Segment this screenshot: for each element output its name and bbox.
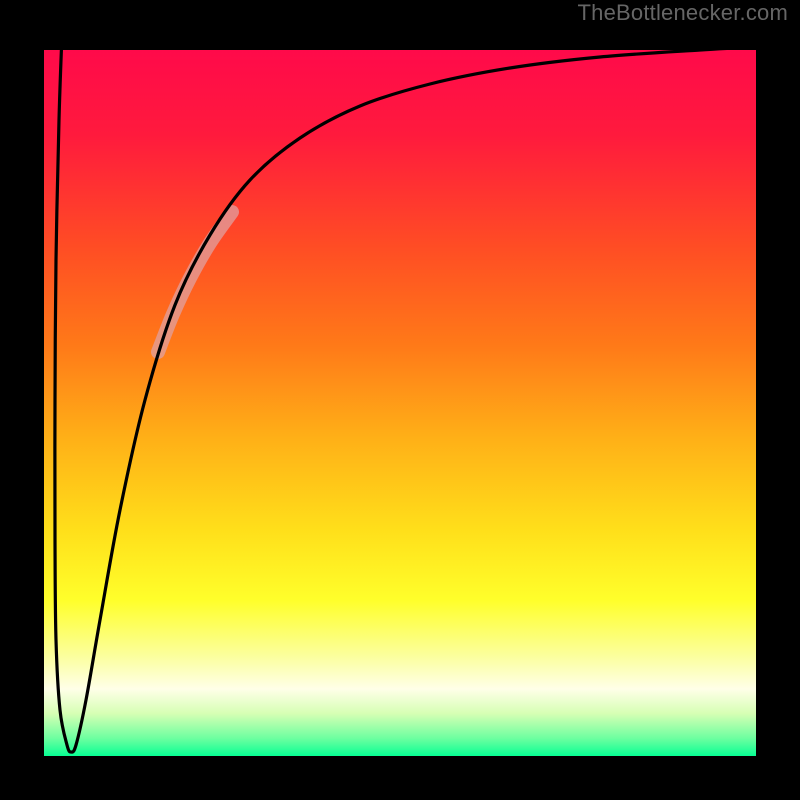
- plot-area: [44, 34, 772, 756]
- bottleneck-chart: [0, 0, 800, 800]
- gradient-background: [44, 50, 756, 756]
- chart-stage: TheBottlenecker.com: [0, 0, 800, 800]
